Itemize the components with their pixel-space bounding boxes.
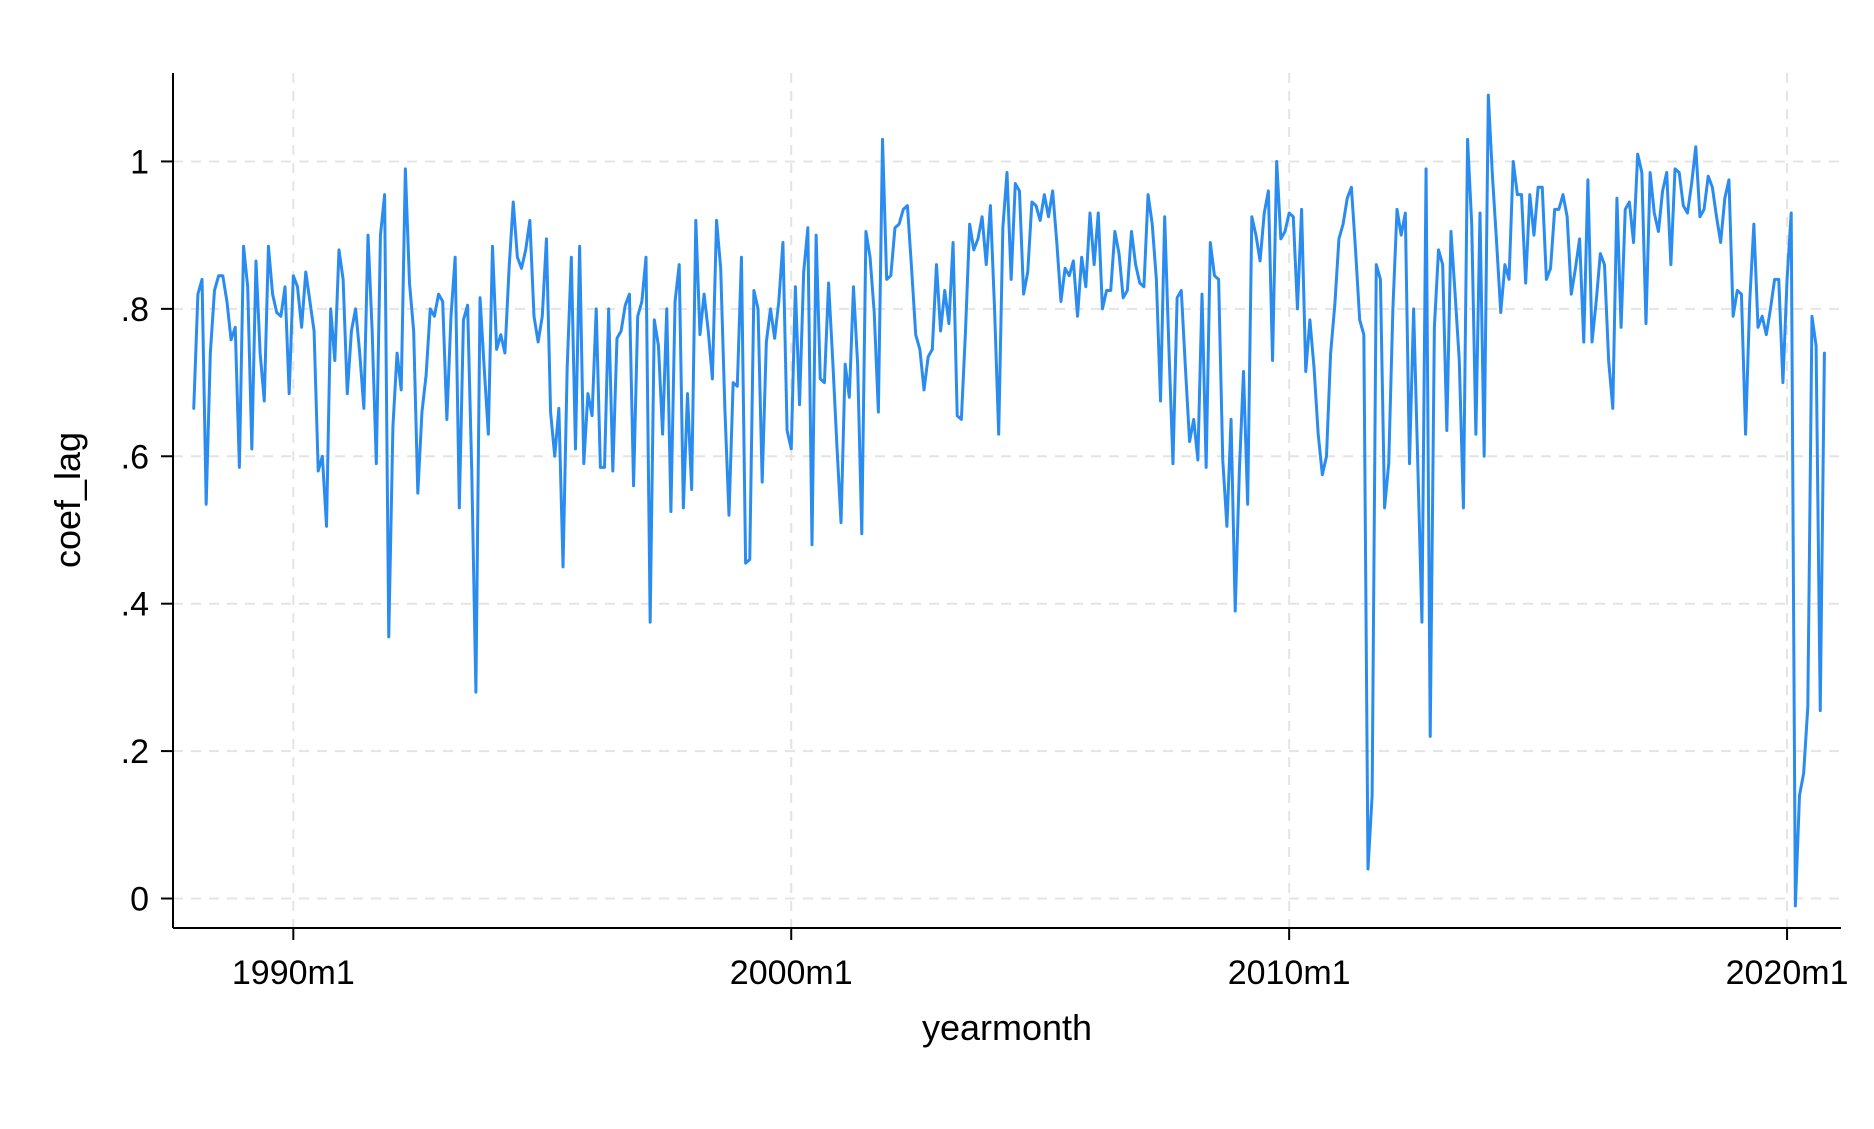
x-tick-label: 1990m1: [232, 954, 355, 992]
series-layer: [192, 93, 1826, 908]
x-tick-label: 2000m1: [730, 954, 853, 992]
ticks-layer: 0 .2 .4 .6 .8 1 1990m1 2000m1 2010m1 2020m1: [121, 143, 1849, 992]
series-line: [192, 93, 1826, 908]
y-axis-label: coef_lag: [47, 432, 88, 568]
y-tick-label: .2: [121, 733, 149, 771]
y-tick-label: 0: [130, 881, 149, 919]
y-tick-label: 1: [130, 143, 149, 181]
x-axis-label: yearmonth: [922, 1007, 1092, 1048]
axes-layer: [172, 73, 1841, 929]
x-tick-label: 2020m1: [1726, 954, 1849, 992]
y-tick-label: .8: [121, 291, 149, 329]
x-tick-label: 2010m1: [1228, 954, 1351, 992]
y-tick-label: .6: [121, 438, 149, 476]
y-tick-label: .4: [121, 586, 149, 624]
